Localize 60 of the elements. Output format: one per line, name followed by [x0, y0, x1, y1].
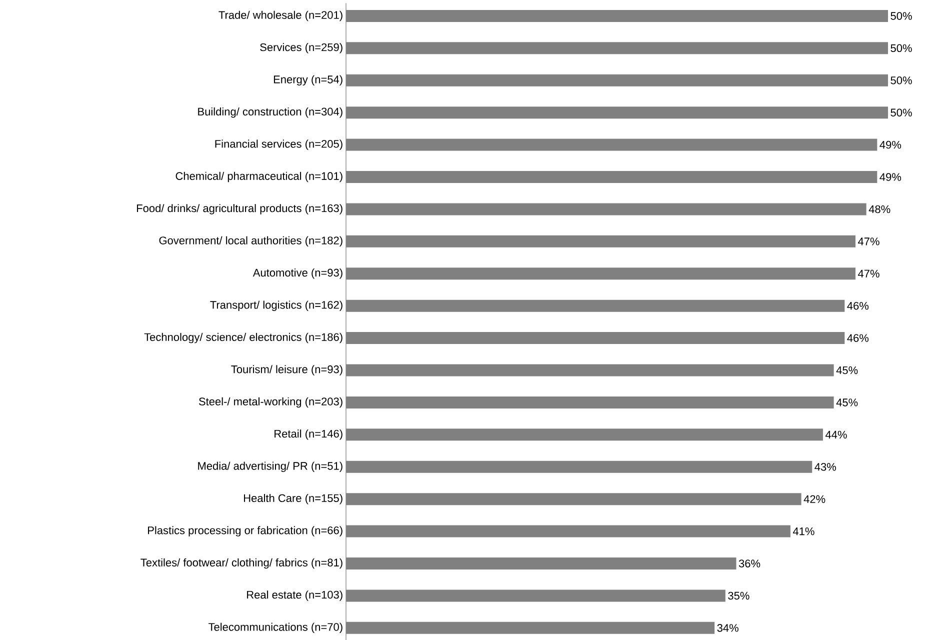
bar [346, 525, 790, 538]
data-label: 50% [890, 108, 912, 116]
y-tick-label: Automotive (n=93) [252, 268, 342, 279]
data-label: 36% [738, 560, 760, 568]
bar [346, 364, 834, 376]
data-label: 46% [847, 334, 869, 342]
y-tick-label: Transport/ logistics (n=162) [210, 300, 342, 311]
bar [346, 396, 834, 408]
y-tick-label: Steel-/ metal-working (n=203) [198, 397, 342, 408]
bar [346, 10, 888, 22]
bar [346, 493, 802, 506]
bar [346, 332, 845, 344]
bar [346, 460, 812, 473]
bar [346, 74, 888, 86]
y-tick-label: Real estate (n=103) [247, 590, 342, 601]
data-label: 43% [814, 462, 836, 471]
data-label: 42% [804, 495, 826, 503]
bar [346, 558, 736, 570]
data-label: 41% [792, 527, 814, 536]
data-label: 35% [728, 592, 750, 600]
y-tick-label: Building/ construction (n=304) [198, 107, 342, 118]
bar [346, 300, 845, 312]
data-label: 49% [880, 140, 902, 149]
bar [346, 428, 823, 441]
y-tick-label: Telecommunications (n=70) [208, 622, 342, 634]
y-tick-label: Health Care (n=155) [244, 494, 342, 504]
y-tick-label: Tourism/ leisure (n=93) [231, 365, 342, 376]
data-label: 50% [890, 76, 912, 84]
data-label: 50% [890, 44, 912, 52]
y-tick-label: Textiles/ footwear/ clothing/ fabrics (n=81) [140, 558, 342, 569]
data-label: 46% [847, 302, 869, 310]
data-label: 49% [880, 173, 902, 181]
data-label: 47% [858, 238, 880, 246]
data-label: 34% [717, 624, 738, 632]
data-label: 45% [836, 398, 858, 406]
y-tick-label: Chemical/ pharmaceutical (n=101) [176, 172, 342, 182]
y-tick-label: Financial services (n=205) [215, 140, 342, 150]
bar [346, 106, 888, 119]
y-tick-label: Services (n=259) [260, 43, 342, 54]
data-label: 50% [890, 12, 912, 20]
bar [346, 268, 856, 280]
y-tick-label: Plastics processing or fabrication (n=66) [148, 526, 342, 536]
data-label: 48% [868, 205, 890, 214]
y-tick-label: Energy (n=54) [274, 75, 342, 86]
y-tick-label: Retail (n=146) [274, 430, 342, 440]
y-tick-label: Food/ drinks/ agricultural products (n=163) [137, 204, 342, 214]
bar [346, 203, 866, 216]
bar [346, 235, 856, 248]
y-tick-label: Technology/ science/ electronics (n=186) [144, 332, 342, 344]
y-tick-label: Trade/ wholesale (n=201) [218, 10, 342, 22]
bar [346, 590, 726, 602]
bar [346, 138, 878, 151]
data-label: 47% [858, 270, 880, 278]
y-tick-label: Government/ local authorities (n=182) [159, 236, 342, 247]
data-label: 45% [836, 366, 858, 374]
data-label: 44% [825, 430, 847, 439]
bar [346, 42, 888, 54]
bar [346, 622, 715, 634]
y-tick-label: Media/ advertising/ PR (n=51) [198, 462, 342, 472]
bar [346, 170, 878, 183]
